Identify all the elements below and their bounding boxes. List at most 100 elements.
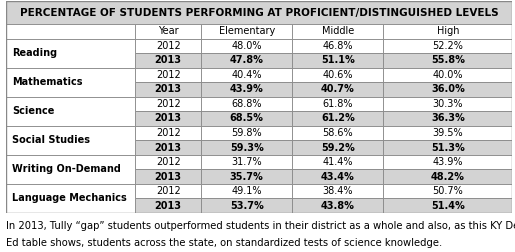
Bar xyxy=(201,155,292,169)
Bar xyxy=(135,82,201,97)
Bar xyxy=(292,198,383,213)
Bar xyxy=(201,126,292,140)
Bar xyxy=(201,111,292,126)
Text: 31.7%: 31.7% xyxy=(231,157,262,167)
Bar xyxy=(135,97,201,111)
Bar xyxy=(6,184,135,213)
Bar xyxy=(201,184,292,198)
Bar xyxy=(6,39,135,68)
Bar xyxy=(292,97,383,111)
Bar xyxy=(135,53,201,68)
Text: Elementary: Elementary xyxy=(218,26,275,36)
Bar xyxy=(292,184,383,198)
Bar xyxy=(135,126,201,140)
Bar xyxy=(135,184,201,198)
Text: 59.3%: 59.3% xyxy=(230,143,264,152)
Bar xyxy=(292,126,383,140)
Text: Middle: Middle xyxy=(322,26,354,36)
Bar xyxy=(6,126,135,155)
Bar xyxy=(6,1,512,24)
Text: 2012: 2012 xyxy=(156,186,181,196)
Text: 51.1%: 51.1% xyxy=(321,55,355,65)
Text: 43.8%: 43.8% xyxy=(321,201,355,211)
Text: 2012: 2012 xyxy=(156,41,181,51)
Bar xyxy=(201,198,292,213)
Text: Language Mechanics: Language Mechanics xyxy=(12,193,127,203)
Text: In 2013, Tully “gap” students outperformed students in their district as a whole: In 2013, Tully “gap” students outperform… xyxy=(6,222,515,231)
Text: 36.3%: 36.3% xyxy=(431,113,465,123)
Bar xyxy=(383,97,512,111)
Text: 53.7%: 53.7% xyxy=(230,201,264,211)
Bar xyxy=(135,24,201,39)
Text: Social Studies: Social Studies xyxy=(12,135,90,145)
Bar xyxy=(383,111,512,126)
Text: 59.8%: 59.8% xyxy=(231,128,262,138)
Bar xyxy=(201,68,292,82)
Text: 2012: 2012 xyxy=(156,70,181,80)
Bar xyxy=(383,24,512,39)
Text: Ed table shows, students across the state, on standardized tests of science know: Ed table shows, students across the stat… xyxy=(6,238,442,248)
Text: 38.4%: 38.4% xyxy=(322,186,353,196)
Text: 2012: 2012 xyxy=(156,157,181,167)
Text: 40.6%: 40.6% xyxy=(322,70,353,80)
Bar xyxy=(201,39,292,53)
Text: PERCENTAGE OF STUDENTS PERFORMING AT PROFICIENT/DISTINGUISHED LEVELS: PERCENTAGE OF STUDENTS PERFORMING AT PRO… xyxy=(20,8,499,18)
Text: Writing On-Demand: Writing On-Demand xyxy=(12,164,121,174)
Bar xyxy=(383,155,512,169)
Text: 39.5%: 39.5% xyxy=(433,128,463,138)
Text: 2013: 2013 xyxy=(154,55,182,65)
Text: 2013: 2013 xyxy=(154,143,182,152)
Bar xyxy=(201,53,292,68)
Bar xyxy=(135,111,201,126)
Text: 40.7%: 40.7% xyxy=(321,84,355,94)
Text: 49.1%: 49.1% xyxy=(231,186,262,196)
Text: 35.7%: 35.7% xyxy=(230,172,264,182)
Bar xyxy=(383,198,512,213)
Text: 30.3%: 30.3% xyxy=(433,99,463,109)
Text: 48.0%: 48.0% xyxy=(231,41,262,51)
Bar xyxy=(383,53,512,68)
Bar xyxy=(383,39,512,53)
Bar xyxy=(201,140,292,155)
Text: 40.0%: 40.0% xyxy=(433,70,463,80)
Text: High: High xyxy=(437,26,459,36)
Bar xyxy=(383,126,512,140)
Text: 43.9%: 43.9% xyxy=(230,84,264,94)
Text: Mathematics: Mathematics xyxy=(12,77,83,87)
Text: 43.4%: 43.4% xyxy=(321,172,355,182)
Bar xyxy=(292,53,383,68)
Bar xyxy=(6,24,135,39)
Text: 68.8%: 68.8% xyxy=(231,99,262,109)
Bar xyxy=(292,140,383,155)
Text: Year: Year xyxy=(158,26,179,36)
Bar xyxy=(201,82,292,97)
Bar xyxy=(383,68,512,82)
Text: 52.2%: 52.2% xyxy=(433,41,464,51)
Text: 48.2%: 48.2% xyxy=(431,172,465,182)
Text: Reading: Reading xyxy=(12,48,57,58)
Bar xyxy=(201,97,292,111)
Text: 2012: 2012 xyxy=(156,128,181,138)
Bar xyxy=(292,82,383,97)
Bar xyxy=(292,169,383,184)
Text: 46.8%: 46.8% xyxy=(322,41,353,51)
Text: 51.3%: 51.3% xyxy=(431,143,465,152)
Bar xyxy=(383,184,512,198)
Bar xyxy=(292,155,383,169)
Text: 51.4%: 51.4% xyxy=(431,201,465,211)
Text: 68.5%: 68.5% xyxy=(230,113,264,123)
Bar xyxy=(135,155,201,169)
Bar xyxy=(6,97,135,126)
Text: 36.0%: 36.0% xyxy=(431,84,465,94)
Bar xyxy=(135,140,201,155)
Text: 47.8%: 47.8% xyxy=(230,55,264,65)
Bar xyxy=(201,24,292,39)
Text: 61.8%: 61.8% xyxy=(322,99,353,109)
Bar xyxy=(6,68,135,97)
Text: 41.4%: 41.4% xyxy=(322,157,353,167)
Bar xyxy=(201,169,292,184)
Bar xyxy=(135,68,201,82)
Bar xyxy=(292,111,383,126)
Bar xyxy=(292,24,383,39)
Bar xyxy=(292,68,383,82)
